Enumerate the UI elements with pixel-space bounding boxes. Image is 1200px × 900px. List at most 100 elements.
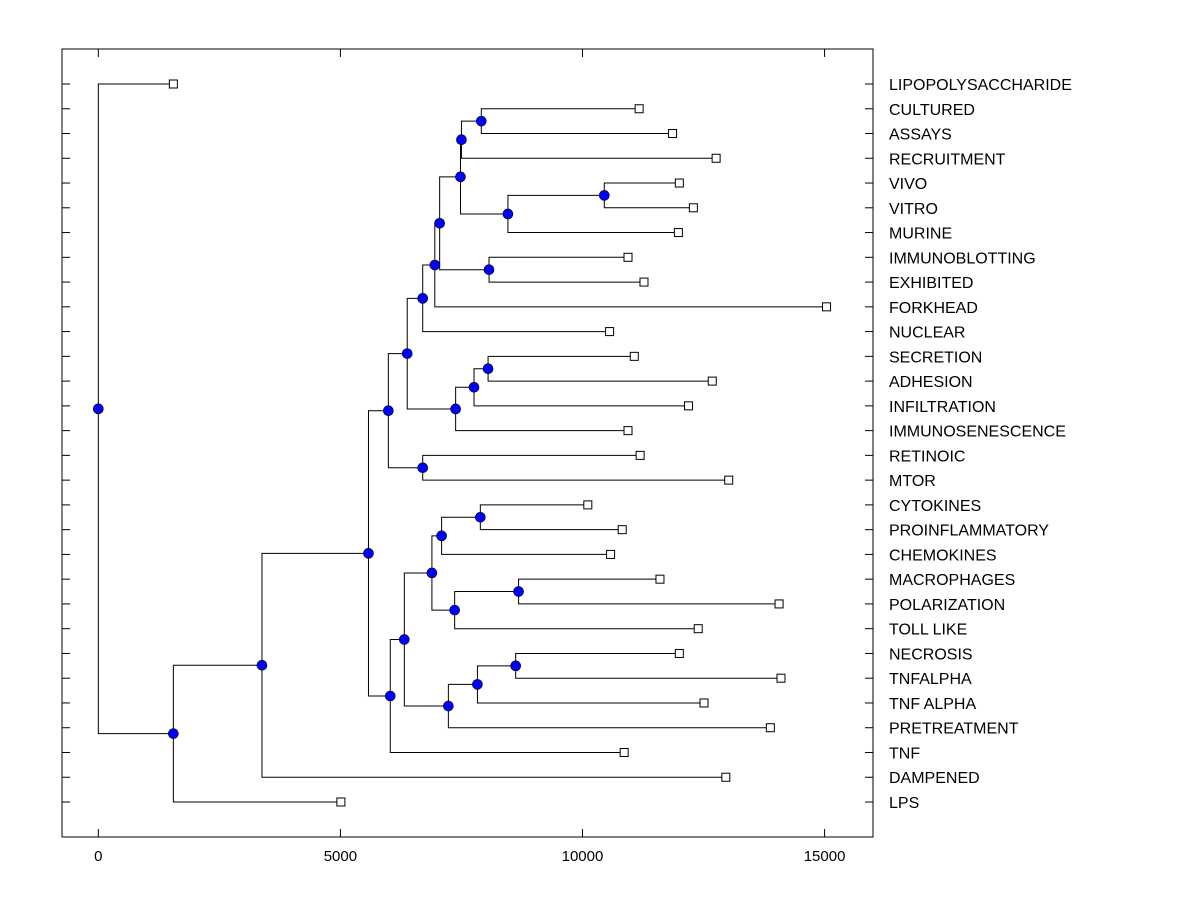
- branch-line: [422, 467, 729, 481]
- leaf-label: MURINE: [889, 226, 952, 243]
- internal-node: [401, 348, 413, 359]
- branch-line: [479, 504, 588, 518]
- internal-node: [429, 259, 441, 271]
- leaf-label: EXHIBITED: [889, 275, 973, 292]
- leaf-marker: [765, 723, 775, 733]
- leaf-marker: [629, 351, 639, 361]
- branch-line: [406, 353, 456, 410]
- internal-node: [417, 293, 429, 304]
- leaf-marker: [776, 673, 786, 683]
- leaf-label: CHEMOKINES: [889, 547, 997, 564]
- branch-line: [515, 652, 680, 666]
- leaf-marker: [634, 104, 644, 114]
- branch-line: [367, 553, 391, 697]
- leaf-label: FORKHEAD: [889, 300, 978, 317]
- internal-node: [598, 190, 610, 201]
- branch-line: [507, 194, 605, 214]
- branch-line: [460, 139, 717, 159]
- internal-node: [399, 634, 410, 645]
- leaf-marker: [623, 252, 633, 262]
- leaf-label: TNF: [889, 745, 920, 762]
- internal-node: [472, 679, 483, 690]
- branch-line: [389, 639, 405, 697]
- internal-node: [450, 403, 461, 415]
- internal-node: [475, 115, 487, 127]
- branch-line: [387, 410, 423, 469]
- leaf-label: MTOR: [889, 473, 936, 490]
- branch-line: [487, 355, 635, 369]
- leaf-label: LIPOPOLYSACCHARIDE: [889, 77, 1072, 94]
- internal-node: [483, 264, 495, 275]
- branch-line: [454, 591, 519, 611]
- internal-node: [168, 728, 179, 739]
- branch-line: [447, 706, 771, 729]
- branch-line: [488, 269, 644, 283]
- branch-line: [439, 223, 490, 271]
- branch-line: [459, 176, 508, 215]
- leaf-marker: [673, 228, 683, 238]
- leaf-marker: [674, 178, 684, 188]
- leaf-label: RETINOIC: [889, 448, 965, 465]
- branch-line: [487, 368, 713, 382]
- branches: [97, 83, 827, 803]
- leaf-label: IMMUNOSENESCENCE: [889, 424, 1066, 441]
- internal-node: [482, 363, 494, 375]
- branch-line: [389, 696, 625, 753]
- branch-line: [488, 256, 629, 270]
- leaf-label: TNF ALPHA: [889, 696, 976, 713]
- branch-line: [422, 454, 641, 468]
- internal-node: [384, 690, 396, 702]
- leaf-marker: [674, 648, 684, 658]
- leaf-marker: [606, 549, 616, 559]
- branch-line: [406, 297, 423, 354]
- branch-line: [480, 121, 673, 135]
- leaf-marker: [336, 797, 346, 807]
- branch-line: [431, 572, 455, 611]
- branch-line: [455, 408, 629, 432]
- branch-line: [434, 265, 827, 308]
- branch-line: [431, 535, 442, 573]
- leaf-marker: [623, 426, 633, 436]
- leaf-label: INFILTRATION: [889, 399, 996, 416]
- branch-line: [441, 516, 481, 536]
- x-tick-label: 0: [94, 848, 102, 865]
- branch-line: [603, 182, 680, 196]
- branch-line: [367, 410, 389, 554]
- leaf-marker: [583, 500, 593, 510]
- plot-frame: [61, 48, 874, 838]
- branch-line: [439, 176, 461, 224]
- internal-node: [510, 660, 521, 672]
- leaf-label: NUCLEAR: [889, 325, 965, 342]
- leaf-marker: [822, 302, 832, 312]
- leaf-marker: [774, 599, 784, 609]
- leaf-marker: [605, 327, 615, 337]
- internal-node: [426, 567, 438, 579]
- branch-line: [422, 298, 610, 333]
- y-ticks: [62, 83, 873, 803]
- internal-node: [93, 403, 104, 415]
- internal-node: [456, 134, 467, 146]
- x-tick-label: 5000: [324, 848, 357, 865]
- branch-line: [387, 353, 408, 411]
- leaf-label: RECRUITMENT: [889, 151, 1006, 168]
- branch-line: [434, 222, 440, 266]
- branch-line: [403, 639, 449, 707]
- branch-line: [261, 552, 369, 666]
- leaf-marker: [724, 475, 734, 485]
- branch-line: [261, 665, 726, 778]
- leaf-label: NECROSIS: [889, 646, 973, 663]
- branch-line: [447, 683, 478, 707]
- internal-node: [475, 511, 486, 523]
- leaf-marker: [668, 129, 678, 139]
- internal-node: [443, 700, 454, 712]
- internal-node: [363, 548, 374, 559]
- internal-node: [383, 405, 394, 416]
- leaf-labels: LIPOPOLYSACCHARIDE CULTURED ASSAYS RECRUITM…: [889, 77, 1072, 812]
- leaf-marker: [721, 772, 731, 782]
- leaf-marker: [617, 525, 627, 535]
- internal-node: [513, 586, 524, 597]
- internal-node: [436, 530, 447, 542]
- branch-line: [97, 408, 174, 735]
- leaf-marker: [707, 376, 717, 386]
